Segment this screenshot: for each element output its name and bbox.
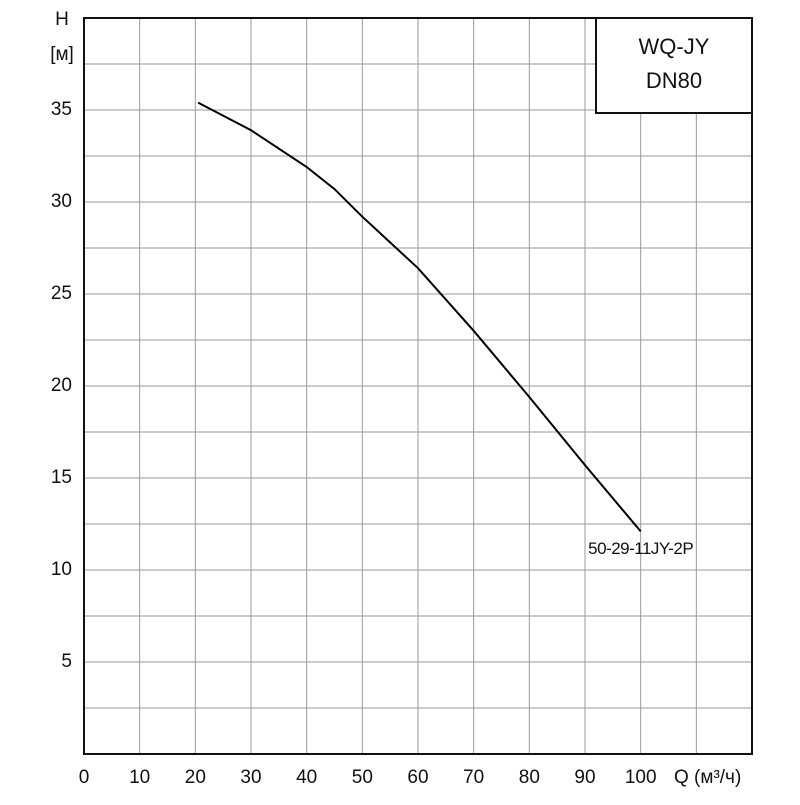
x-tick-label: 90 <box>574 767 595 788</box>
y-tick-label: 30 <box>51 191 72 212</box>
x-tick-label: 100 <box>625 767 657 788</box>
plot-frame <box>83 17 753 755</box>
y-tick-label: 25 <box>51 283 72 304</box>
x-axis-label: Q (м³/ч) <box>674 767 741 788</box>
curve <box>197 101 642 533</box>
model-box <box>595 17 753 114</box>
y-axis-unit: [м] <box>50 44 74 65</box>
model-line: WQ-JY <box>639 34 710 59</box>
x-tick-label: 70 <box>463 767 484 788</box>
x-tick-label: 40 <box>296 767 317 788</box>
x-tick-label: 50 <box>352 767 373 788</box>
model-line: DN80 <box>646 68 702 93</box>
y-tick-label: 10 <box>51 559 72 580</box>
y-tick-label: 35 <box>51 99 72 120</box>
y-tick-label: 20 <box>51 375 72 396</box>
grid <box>84 18 752 754</box>
x-tick-label: 30 <box>240 767 261 788</box>
curve-label: 50-29-11JY-2P <box>588 539 693 558</box>
x-tick-label: 20 <box>185 767 206 788</box>
x-tick-label: 80 <box>519 767 540 788</box>
y-axis-label: H <box>55 9 69 30</box>
y-tick-label: 5 <box>61 651 72 672</box>
x-tick-label: 60 <box>407 767 428 788</box>
x-tick-label: 10 <box>129 767 150 788</box>
x-tick-label: 0 <box>79 767 90 788</box>
y-tick-label: 15 <box>51 467 72 488</box>
